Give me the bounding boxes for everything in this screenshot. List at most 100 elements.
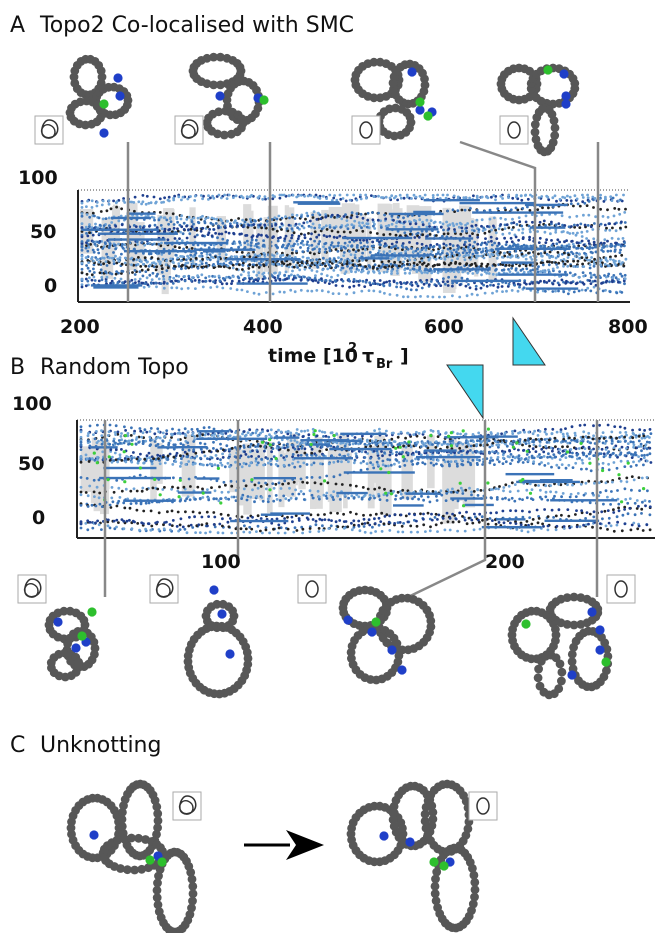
bead xyxy=(390,131,399,141)
bead xyxy=(144,863,153,873)
bead xyxy=(469,870,479,880)
bead xyxy=(550,131,560,140)
bead xyxy=(562,593,572,602)
topo-bead xyxy=(71,643,81,653)
bead xyxy=(81,120,90,130)
panel-a-letter: A xyxy=(10,13,25,38)
topo-bead xyxy=(379,831,389,841)
smc-bead xyxy=(99,99,109,109)
topo-bead xyxy=(407,67,417,77)
bead xyxy=(366,675,375,684)
bead xyxy=(202,53,212,63)
smc-bead xyxy=(157,857,167,867)
panel-c-title: Unknotting xyxy=(40,733,161,758)
bead xyxy=(235,62,245,72)
panel-c-letter: C xyxy=(10,733,25,758)
bead xyxy=(228,606,238,616)
topo-bead xyxy=(113,73,123,83)
smc-bead xyxy=(543,65,553,75)
bead xyxy=(79,615,89,625)
bead xyxy=(534,664,543,674)
bead xyxy=(221,106,231,116)
topo-bead xyxy=(397,665,407,675)
svg-text:time [10: time [10 xyxy=(268,345,358,367)
bead xyxy=(96,66,106,76)
panel-c: C Unknotting xyxy=(10,733,498,933)
panel-a-title: Topo2 Co-localised with SMC xyxy=(39,13,354,38)
smc-bead xyxy=(87,607,97,617)
panel-a: A Topo2 Co-localised with SMC 100 50 0 2… xyxy=(10,13,648,372)
bead xyxy=(59,606,69,616)
unknot-icon xyxy=(351,115,381,145)
panel-c-conformations xyxy=(66,779,480,933)
kymograph-b xyxy=(76,419,655,539)
bead xyxy=(431,874,440,884)
bead xyxy=(388,815,398,825)
bead xyxy=(153,878,162,888)
topo-bead xyxy=(561,99,571,109)
bead xyxy=(154,907,164,916)
bead xyxy=(188,882,198,891)
smc-bead xyxy=(145,855,155,865)
bead xyxy=(533,673,543,683)
bead xyxy=(251,109,260,119)
bead xyxy=(118,807,127,817)
trefoil-icon xyxy=(174,115,204,145)
bead xyxy=(186,868,196,877)
bead xyxy=(152,802,162,812)
panel-a-conformations xyxy=(65,52,580,157)
y-tick-0: 0 xyxy=(44,275,57,297)
bead xyxy=(539,147,549,157)
bead xyxy=(530,120,540,129)
bead xyxy=(550,123,560,133)
bead xyxy=(535,681,545,691)
x-tick-200: 200 xyxy=(60,316,100,338)
bead xyxy=(214,107,224,117)
trefoil-icon xyxy=(149,574,179,604)
bead xyxy=(187,874,197,884)
bead xyxy=(113,835,122,845)
topo-bead xyxy=(217,609,227,619)
bead xyxy=(555,659,565,669)
bead xyxy=(117,822,127,831)
bead xyxy=(470,885,480,895)
svg-text:Br: Br xyxy=(376,357,393,372)
smc-bead xyxy=(601,657,611,667)
kymograph-a xyxy=(77,189,630,303)
bead xyxy=(421,823,431,833)
bead xyxy=(530,127,540,137)
topo-bead xyxy=(595,645,605,655)
topo-bead xyxy=(343,615,353,625)
bead xyxy=(602,644,612,654)
bead xyxy=(188,889,198,899)
bead xyxy=(152,885,162,895)
svg-text:]: ] xyxy=(400,345,409,367)
bead xyxy=(123,865,132,875)
svg-text:τ: τ xyxy=(362,345,374,367)
bead xyxy=(428,814,438,824)
bead xyxy=(117,814,127,824)
bead xyxy=(582,682,592,691)
zoom-triangle xyxy=(512,316,546,366)
topo-bead xyxy=(567,670,577,680)
bead xyxy=(120,105,130,114)
x-tick-100: 100 xyxy=(201,551,241,573)
topo-bead xyxy=(595,625,605,635)
marker-lines-a xyxy=(126,140,600,302)
topo-bead xyxy=(225,649,235,659)
unknot-icon xyxy=(468,791,498,821)
unknot-icon xyxy=(499,115,529,145)
bead xyxy=(375,93,385,103)
bead xyxy=(137,864,147,874)
bead xyxy=(119,834,129,844)
topo-bead xyxy=(89,830,99,840)
unknot-icon xyxy=(297,574,327,604)
x-tick-200: 200 xyxy=(485,551,525,573)
bead xyxy=(430,889,440,898)
x-tick-800: 800 xyxy=(608,316,648,338)
smc-bead xyxy=(439,861,449,871)
bead xyxy=(389,821,399,831)
y-tick-0: 0 xyxy=(32,507,45,529)
topo-bead xyxy=(405,837,415,847)
